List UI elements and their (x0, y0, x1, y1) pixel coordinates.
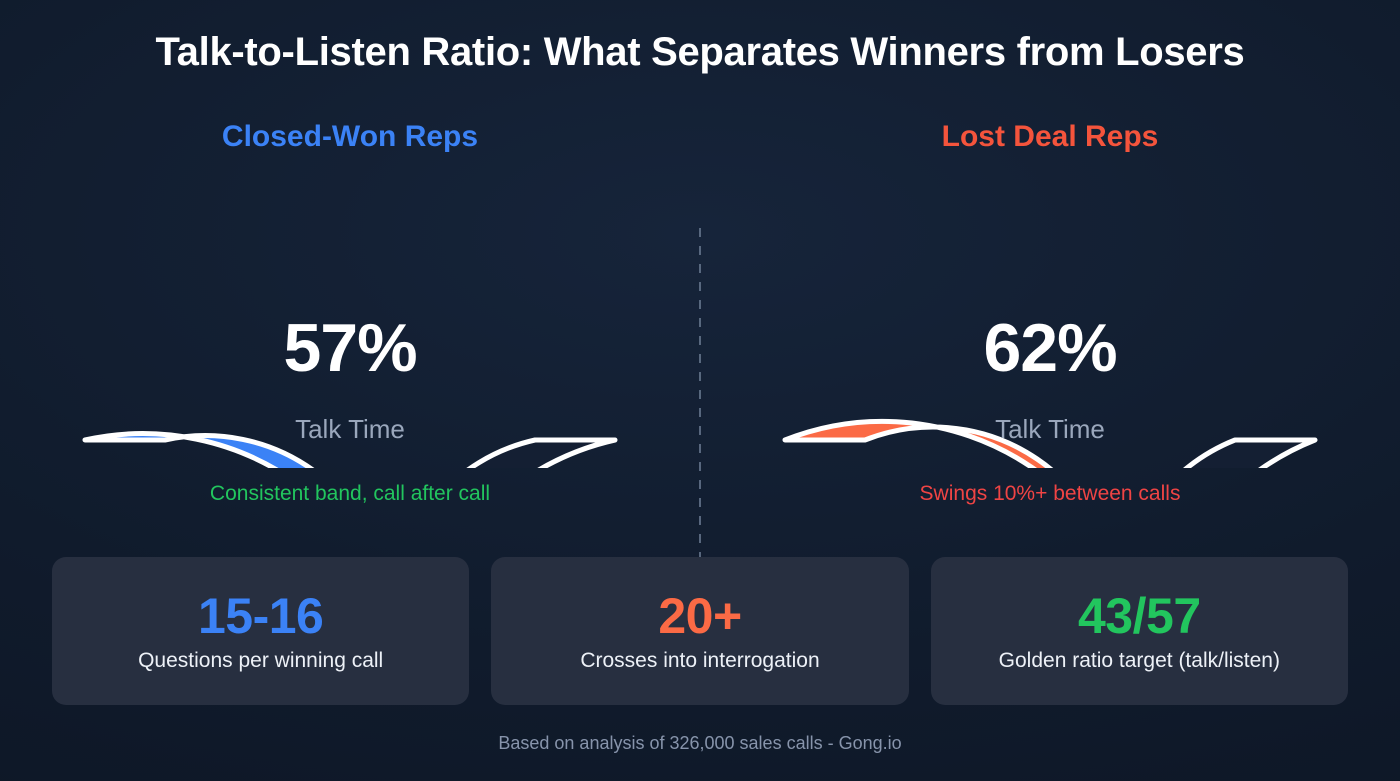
gauge-label-lost-deal: Talk Time (995, 414, 1105, 444)
panel-heading-closed-won: Closed-Won Reps (221, 120, 479, 153)
gauge-lost-deal-svg (782, 418, 1318, 468)
gauge-value-segment (82, 431, 315, 468)
panel-note-closed-won: Consistent band, call after call (209, 482, 491, 505)
page-title: Talk-to-Listen Ratio: What Separates Win… (155, 30, 1245, 74)
stat-card-label: Golden ratio target (talk/listen) (998, 648, 1280, 672)
stat-card-value: 20+ (658, 588, 742, 645)
gauge-value-closed-won: 57% (283, 310, 417, 386)
source-caption: Based on analysis of 326,000 sales calls… (498, 733, 902, 753)
stat-card-label: Questions per winning call (138, 648, 384, 672)
panel-note-lost-deal: Swings 10%+ between calls (919, 482, 1181, 505)
gauge-track-segment (1183, 437, 1318, 468)
panel-divider (699, 228, 701, 620)
stat-card: 43/57 Golden ratio target (talk/listen) (930, 557, 1348, 705)
gauge-lost-deal (770, 168, 1330, 468)
panel-closed-won: Closed-Won Reps 57% Talk Time Consistent… (0, 110, 700, 520)
gauges-section: Closed-Won Reps 57% Talk Time Consistent… (0, 110, 1400, 620)
stat-card: 20+ Crosses into interrogation (491, 557, 909, 705)
stat-cards: 15-16 Questions per winning call 20+ Cro… (52, 557, 1348, 705)
gauge-value-lost-deal: 62% (983, 310, 1117, 386)
gauge-value-segment (782, 418, 1054, 468)
gauge-closed-won (70, 168, 630, 468)
stat-card-value: 15-16 (197, 588, 324, 645)
gauge-closed-won-svg (82, 431, 618, 468)
stat-card-label: Crosses into interrogation (580, 648, 820, 672)
gauge-track-segment (466, 437, 618, 468)
stat-card-value: 43/57 (1078, 588, 1201, 645)
gauge-label-closed-won: Talk Time (295, 414, 405, 444)
panel-lost-deal: Lost Deal Reps 62% Talk Time Swings 10%+… (700, 110, 1400, 520)
panel-heading-lost-deal: Lost Deal Reps (941, 120, 1159, 153)
stat-card: 15-16 Questions per winning call (52, 557, 470, 705)
